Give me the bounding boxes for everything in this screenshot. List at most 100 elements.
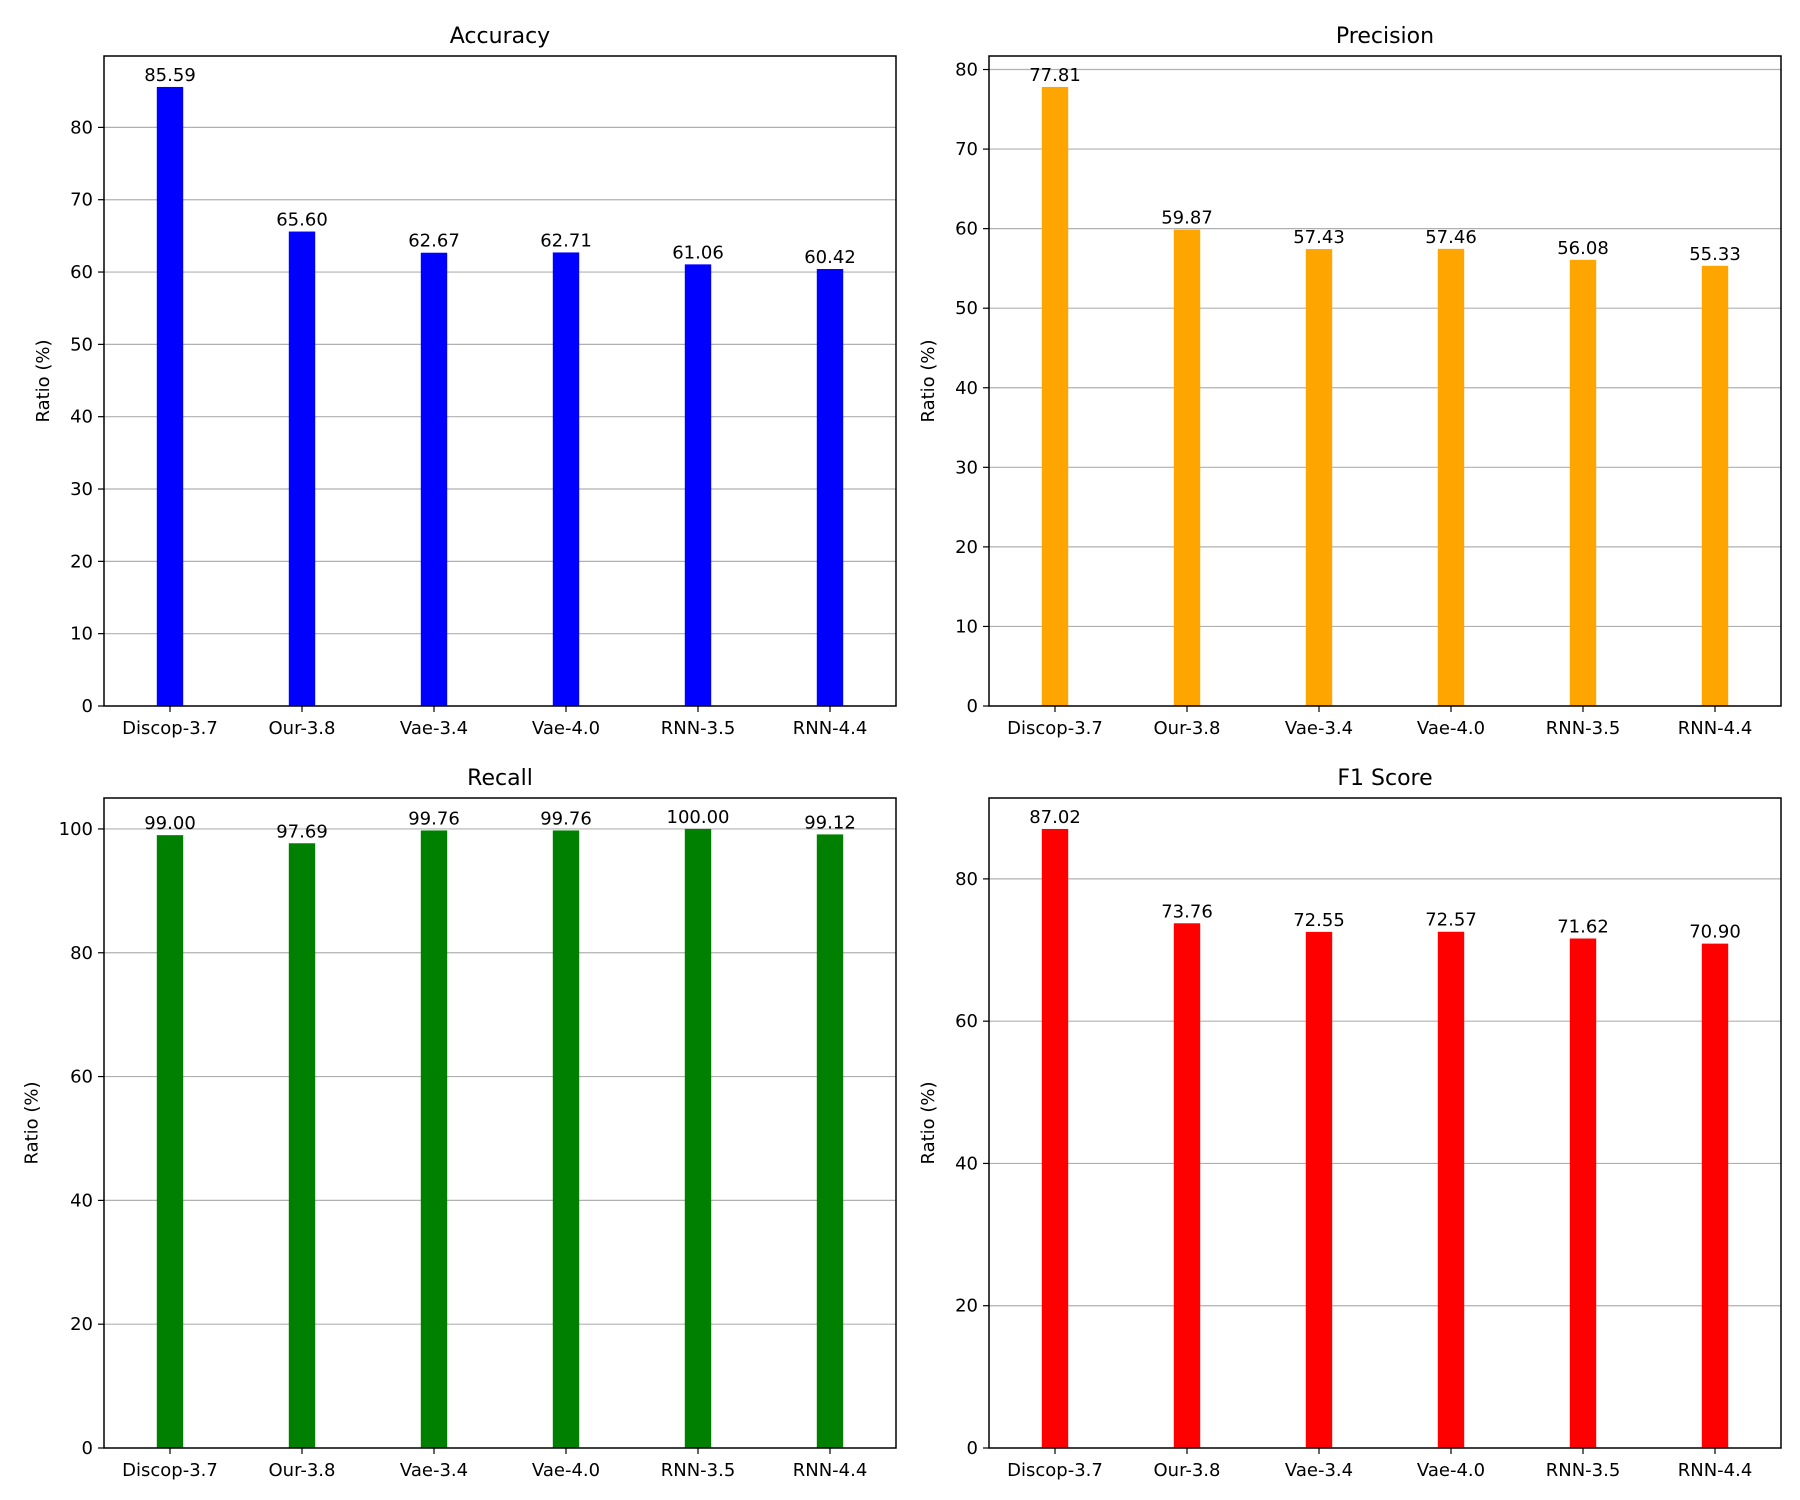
x-tick-label: Discop-3.7: [122, 718, 218, 739]
x-tick-label: Our-3.8: [269, 1460, 336, 1481]
bar: [420, 252, 448, 706]
bar: [1569, 938, 1597, 1448]
y-tick-label: 50: [955, 298, 978, 319]
x-tick-label: RNN-3.5: [661, 718, 736, 739]
bar: [1569, 259, 1597, 706]
data-label: 56.08: [1557, 238, 1609, 259]
y-tick-label: 60: [955, 1011, 978, 1032]
y-tick-label: 80: [70, 943, 93, 964]
x-tick-label: Vae-4.0: [1417, 718, 1485, 739]
y-tick-label: 50: [70, 334, 93, 355]
data-label: 55.33: [1689, 244, 1741, 265]
bar: [288, 843, 316, 1448]
y-tick-label: 60: [955, 219, 978, 240]
data-label: 77.81: [1029, 65, 1081, 86]
data-label: 99.76: [408, 808, 460, 829]
data-label: 97.69: [276, 821, 328, 842]
y-tick-label: 40: [955, 378, 978, 399]
y-tick-label: 0: [967, 696, 978, 717]
data-label: 59.87: [1161, 208, 1213, 229]
bar: [288, 231, 316, 707]
bar: [1041, 828, 1069, 1448]
bar: [1701, 265, 1729, 706]
x-tick-label: Our-3.8: [269, 718, 336, 739]
y-axis-label: Ratio (%): [33, 339, 54, 422]
bar: [1305, 931, 1333, 1448]
bar: [1437, 248, 1465, 706]
x-tick-label: RNN-3.5: [1546, 718, 1621, 739]
f1-score-chart: 87.02 73.76 72.55 72.57 71.62 70.90 0 20 40 60 80 D…: [918, 766, 1782, 1481]
data-label: 65.60: [276, 210, 328, 231]
bar: [156, 835, 184, 1448]
bar: [1173, 923, 1201, 1448]
y-tick-label: 10: [70, 624, 93, 645]
data-label: 72.57: [1425, 910, 1477, 931]
recall-chart: 99.00 97.69 99.76 99.76 100.00 99.12 0 20 40 60 80…: [22, 766, 897, 1481]
y-tick-label: 20: [70, 551, 93, 572]
bar: [156, 86, 184, 707]
data-label: 71.62: [1557, 917, 1609, 938]
data-label: 57.43: [1293, 227, 1345, 248]
x-tick-label: Vae-3.4: [400, 718, 468, 739]
accuracy-chart: 85.59 65.60 62.67 62.71 61.06 60.42 0 10 20 30 40 5…: [33, 24, 897, 739]
data-label: 99.00: [144, 813, 196, 834]
bar: [552, 830, 580, 1448]
bar: [816, 269, 844, 706]
y-tick-label: 80: [955, 869, 978, 890]
y-tick-label: 20: [955, 1296, 978, 1317]
x-tick-label: Vae-4.0: [532, 1460, 600, 1481]
chart-title: Precision: [1336, 24, 1434, 49]
bar: [1437, 931, 1465, 1448]
y-tick-label: 20: [955, 537, 978, 558]
x-tick-label: Our-3.8: [1154, 1460, 1221, 1481]
bar: [684, 264, 712, 706]
y-tick-label: 0: [82, 1438, 93, 1459]
axes-frame: [988, 55, 1782, 707]
x-tick-label: Vae-4.0: [532, 718, 600, 739]
x-tick-label: Discop-3.7: [1007, 1460, 1103, 1481]
data-label: 62.67: [408, 231, 460, 252]
y-tick-label: 80: [955, 60, 978, 81]
y-tick-label: 30: [70, 479, 93, 500]
x-tick-label: Vae-3.4: [1285, 718, 1353, 739]
y-tick-label: 80: [70, 117, 93, 138]
y-tick-label: 40: [70, 407, 93, 428]
data-label: 87.02: [1029, 807, 1081, 828]
bar: [816, 834, 844, 1448]
x-tick-label: Vae-3.4: [1285, 1460, 1353, 1481]
data-label: 70.90: [1689, 922, 1741, 943]
y-tick-label: 20: [70, 1314, 93, 1335]
y-tick-label: 70: [955, 139, 978, 160]
data-label: 85.59: [144, 65, 196, 86]
bar: [684, 828, 712, 1448]
y-axis-label: Ratio (%): [918, 339, 939, 422]
chart-title: F1 Score: [1337, 766, 1432, 791]
y-tick-label: 40: [955, 1153, 978, 1174]
y-tick-label: 60: [70, 262, 93, 283]
data-label: 57.46: [1425, 227, 1477, 248]
bar: [1701, 943, 1729, 1448]
x-tick-label: RNN-4.4: [793, 718, 868, 739]
data-label: 62.71: [540, 230, 592, 251]
x-tick-label: RNN-4.4: [793, 1460, 868, 1481]
data-label: 99.12: [804, 812, 856, 833]
y-tick-label: 40: [70, 1190, 93, 1211]
bar: [552, 252, 580, 706]
axes-frame: [103, 797, 897, 1449]
bar: [420, 830, 448, 1448]
x-tick-label: RNN-3.5: [1546, 1460, 1621, 1481]
axes-frame: [103, 55, 897, 707]
data-label: 61.06: [672, 242, 724, 263]
y-tick-label: 100: [59, 819, 93, 840]
chart-title: Recall: [467, 766, 533, 791]
data-label: 99.76: [540, 808, 592, 829]
x-tick-label: RNN-3.5: [661, 1460, 736, 1481]
y-tick-label: 70: [70, 190, 93, 211]
x-tick-label: RNN-4.4: [1678, 718, 1753, 739]
x-tick-label: Vae-4.0: [1417, 1460, 1485, 1481]
x-tick-label: Discop-3.7: [1007, 718, 1103, 739]
data-label: 100.00: [667, 807, 730, 828]
precision-chart: 77.81 59.87 57.43 57.46 56.08 55.33 0 10 20 30 40 5…: [918, 24, 1782, 739]
data-label: 73.76: [1161, 901, 1213, 922]
